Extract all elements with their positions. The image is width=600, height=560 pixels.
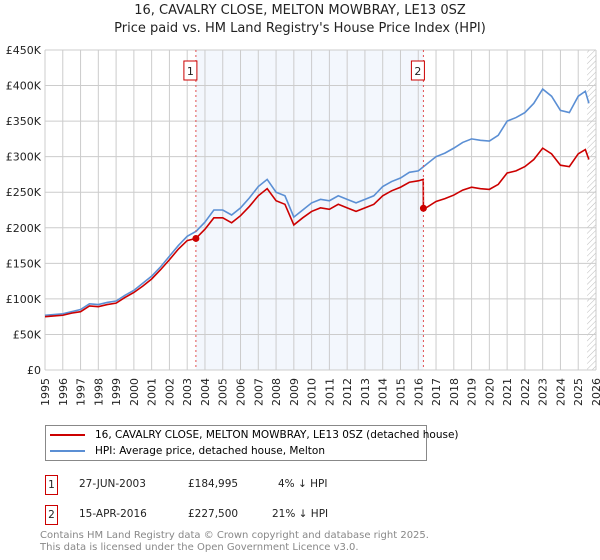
- sale-hpi-diff: 21% ↓ HPI: [272, 508, 329, 520]
- sale-date: 27-JUN-2003: [79, 478, 146, 490]
- y-tick-label: £300K: [6, 151, 42, 164]
- property-line: [44, 147, 590, 318]
- x-tick-label: 2022: [519, 378, 532, 406]
- hpi-line: [44, 87, 590, 317]
- y-tick-label: £0: [27, 364, 41, 377]
- x-tick-label: 2012: [341, 378, 354, 406]
- x-tick-label: 2014: [377, 378, 390, 406]
- chart-title: 16, CAVALRY CLOSE, MELTON MOWBRAY, LE13 …: [134, 3, 466, 18]
- legend: 16, CAVALRY CLOSE, MELTON MOWBRAY, LE13 …: [45, 425, 459, 461]
- sale-hpi-diff: 4% ↓ HPI: [278, 478, 328, 490]
- sale-price: £184,995: [188, 478, 239, 490]
- x-tick-label: 2019: [466, 378, 479, 406]
- footer-line-2: This data is licensed under the Open Gov…: [40, 542, 359, 553]
- x-tick-label: 2025: [572, 378, 585, 406]
- y-tick-label: £100K: [6, 293, 42, 306]
- x-tick-label: 2003: [181, 378, 194, 406]
- sale-badge: 2: [45, 505, 58, 525]
- x-tick-label: 2023: [537, 378, 550, 406]
- y-tick-label: £150K: [6, 257, 42, 270]
- sale-badge: 1: [45, 475, 58, 495]
- x-tick-label: 2009: [288, 378, 301, 406]
- x-tick-label: 2006: [235, 378, 248, 406]
- y-tick-label: £400K: [6, 80, 42, 93]
- sale-annotation-box: [410, 60, 425, 81]
- x-tick-label: 2018: [448, 378, 461, 406]
- y-tick-label: £350K: [6, 115, 42, 128]
- x-tick-label: 2010: [306, 378, 319, 406]
- sale-point: [419, 204, 427, 212]
- sale-point: [192, 234, 200, 242]
- x-tick-label: 2008: [270, 378, 283, 406]
- x-tick-label: 2021: [501, 378, 514, 406]
- x-tick-label: 1995: [39, 378, 52, 406]
- sale-row-2: 2 15-APR-2016 £227,500 21% ↓ HPI: [45, 505, 445, 525]
- legend-swatch-property: [50, 434, 85, 436]
- x-tick-label: 2000: [128, 378, 141, 406]
- x-tick-label: 1997: [75, 378, 88, 406]
- x-tick-label: 2013: [359, 378, 372, 406]
- x-tick-label: 2004: [199, 378, 212, 406]
- legend-swatch-hpi: [50, 450, 85, 452]
- footer-line-1: Contains HM Land Registry data © Crown c…: [40, 530, 429, 541]
- x-tick-label: 1996: [57, 378, 70, 406]
- x-tick-label: 2007: [252, 378, 265, 406]
- legend-label-hpi: HPI: Average price, detached house, Melt…: [95, 445, 326, 457]
- y-tick-label: £50K: [13, 328, 42, 341]
- y-tick-label: £250K: [6, 186, 42, 199]
- x-tick-label: 2001: [146, 378, 159, 406]
- x-tick-label: 2005: [217, 378, 230, 406]
- chart-subtitle: Price paid vs. HM Land Registry's House …: [114, 21, 486, 36]
- x-tick-label: 2017: [430, 378, 443, 406]
- sale-price: £227,500: [188, 508, 239, 520]
- chart-plot: 1 2 1995 1996 1997 1998 1999 2000 2001 2002 2003 20…: [6, 44, 600, 406]
- x-tick-label: 2011: [323, 378, 336, 406]
- x-tick-label: 2020: [483, 378, 496, 406]
- sale-annotation-label: 2: [414, 65, 421, 78]
- x-tick-label: 2015: [394, 378, 407, 406]
- sale-annotation-label: 1: [187, 65, 194, 78]
- legend-label-property: 16, CAVALRY CLOSE, MELTON MOWBRAY, LE13 …: [95, 429, 459, 441]
- x-tick-label: 2024: [554, 378, 567, 406]
- x-tick-label: 2002: [163, 378, 176, 406]
- y-tick-label: £450K: [6, 44, 42, 57]
- forecast-hatch: [587, 50, 596, 370]
- footer: Contains HM Land Registry data © Crown c…: [40, 530, 429, 554]
- x-tick-label: 2016: [412, 378, 425, 406]
- y-tick-label: £200K: [6, 222, 42, 235]
- sale-period-band: [195, 50, 424, 370]
- x-tick-label: 1999: [110, 378, 123, 406]
- sale-annotation-box: [183, 60, 198, 81]
- sale-date: 15-APR-2016: [79, 508, 147, 520]
- sale-row-1: 1 27-JUN-2003 £184,995 4% ↓ HPI: [45, 475, 445, 495]
- x-tick-label: 1998: [92, 378, 105, 406]
- x-tick-label: 2026: [590, 378, 600, 406]
